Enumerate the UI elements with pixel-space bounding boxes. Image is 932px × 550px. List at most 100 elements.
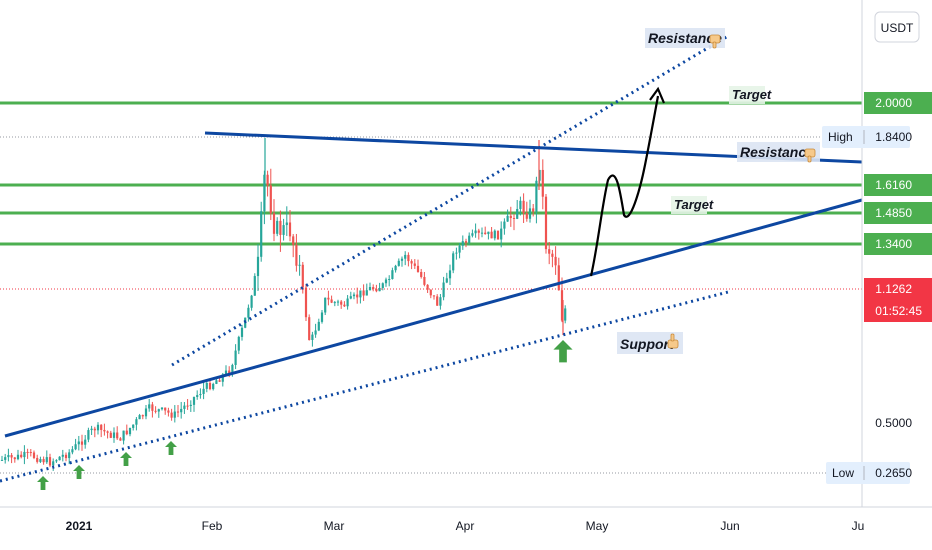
candle-body <box>183 405 186 409</box>
svg-text:0.5000: 0.5000 <box>875 416 912 430</box>
candle-body <box>135 419 138 425</box>
svg-text:High: High <box>828 130 853 144</box>
candle-body <box>442 282 445 298</box>
candle-body <box>96 424 100 431</box>
candle-body <box>458 245 461 253</box>
candle-body <box>279 220 282 235</box>
candle-body <box>320 312 324 322</box>
candle-body <box>455 252 458 254</box>
candle-body <box>400 258 404 261</box>
horizontal-levels <box>0 101 862 246</box>
candle-body <box>292 236 295 245</box>
support-arrow-icon <box>553 340 573 363</box>
candle-body <box>116 432 119 439</box>
candle-body <box>186 405 189 407</box>
candle-body <box>519 200 522 209</box>
candle-body <box>301 264 304 288</box>
pointing-down-hand-icon <box>804 148 816 163</box>
svg-text:1.3400: 1.3400 <box>875 237 912 251</box>
annotation-background <box>729 86 765 104</box>
price-label-target-2: 2.0000 <box>864 92 932 114</box>
candle-body <box>23 451 26 458</box>
currency-button[interactable]: USDT <box>874 11 920 43</box>
price-label-current: 1.1262 01:52:45 <box>864 278 932 322</box>
candle-body <box>394 265 397 271</box>
candle-body <box>477 230 480 233</box>
candle-body <box>464 241 468 243</box>
candle-body <box>26 451 29 453</box>
candle-body <box>439 297 442 306</box>
candle-body <box>548 249 551 254</box>
candle-body <box>48 457 52 466</box>
axes: 2021 Feb Mar Apr May Jun Ju 2.0000 High 1.8400 1.6… <box>0 0 932 533</box>
svg-text:0.2650: 0.2650 <box>875 466 912 480</box>
x-tick-label: May <box>586 519 609 533</box>
candle-body <box>58 456 61 461</box>
candle-body <box>298 264 301 266</box>
resistance-mid-annotation[interactable]: Resistance <box>737 142 820 163</box>
candle-body <box>468 235 471 243</box>
candle-body <box>391 270 394 279</box>
candle-body <box>528 208 532 219</box>
candle-body <box>461 241 464 246</box>
candle-body <box>103 429 106 432</box>
candle-body <box>490 231 493 239</box>
candle-body <box>295 244 298 266</box>
candle-body <box>333 302 336 304</box>
candle-body <box>109 432 112 438</box>
candle-body <box>189 404 192 406</box>
candle-body <box>429 289 432 296</box>
candle-body <box>525 213 528 219</box>
candle-body <box>426 284 429 290</box>
candle-body <box>378 287 381 292</box>
currency-label: USDT <box>881 21 914 35</box>
price-label-low: Low 0.2650 <box>826 462 912 484</box>
lower-channel-dotted[interactable] <box>0 290 729 483</box>
upper-channel-dotted[interactable] <box>171 34 729 367</box>
candle-body <box>535 180 538 212</box>
candle-body <box>487 231 490 235</box>
annotations: Resistance Resistance Target Target Support <box>37 28 820 490</box>
candle-body <box>541 169 544 197</box>
candle-body <box>493 230 496 239</box>
x-tick-label: Jun <box>720 519 739 533</box>
candle-body <box>503 221 506 229</box>
candle-body <box>154 410 157 412</box>
support-trendline[interactable] <box>4 198 863 438</box>
candle-body <box>141 415 144 417</box>
x-tick-label: 2021 <box>66 519 93 533</box>
candle-body <box>192 396 196 405</box>
candle-body <box>55 460 58 462</box>
svg-text:2.0000: 2.0000 <box>875 96 912 110</box>
candle-body <box>330 299 333 303</box>
candle-body <box>474 230 477 234</box>
projected-path <box>589 95 660 277</box>
candle-body <box>404 254 407 259</box>
candle-body <box>247 307 250 318</box>
candle-body <box>0 459 4 461</box>
annotation-background <box>617 332 683 354</box>
candle-body <box>480 232 484 234</box>
candle-body <box>164 407 167 411</box>
candle-body <box>365 290 368 296</box>
grid <box>0 136 862 474</box>
candle-body <box>20 454 23 458</box>
target-mid-annotation[interactable]: Target <box>671 196 714 214</box>
resistance-top-annotation[interactable]: Resistance <box>645 28 725 49</box>
candle-body <box>87 430 90 440</box>
candle-body <box>212 383 215 390</box>
candle-body <box>45 457 48 463</box>
x-tick-label: Ju <box>852 519 865 533</box>
candle-body <box>551 253 554 257</box>
pointing-up-hand-icon <box>667 333 679 349</box>
candle-body <box>221 374 224 382</box>
svg-text:1.4850: 1.4850 <box>875 206 912 220</box>
candle-body <box>74 444 77 450</box>
candle-body <box>500 228 503 240</box>
candle-body <box>340 301 343 305</box>
candle-body <box>304 287 308 318</box>
target-top-annotation[interactable]: Target <box>729 86 772 104</box>
candle-body <box>42 459 45 463</box>
support-annotation[interactable]: Support <box>617 332 683 354</box>
